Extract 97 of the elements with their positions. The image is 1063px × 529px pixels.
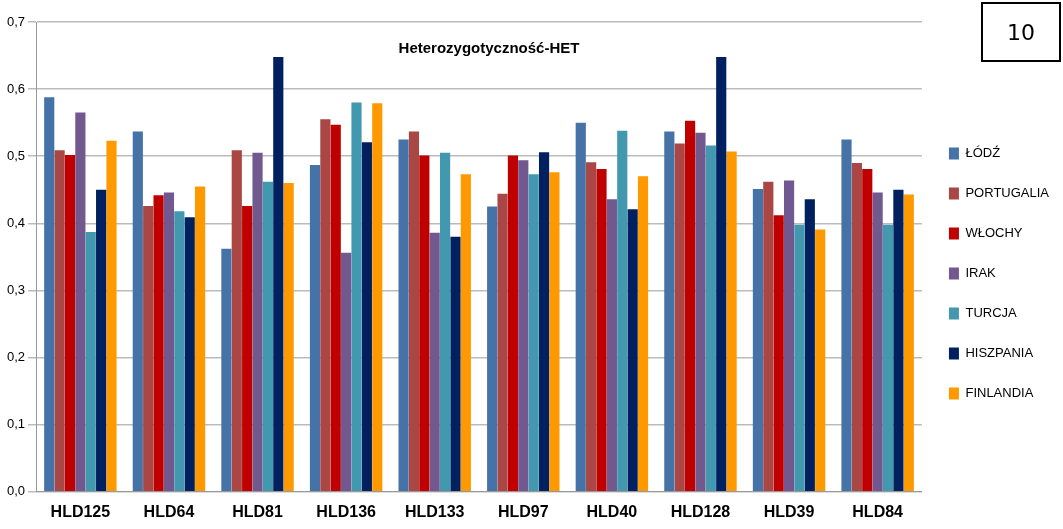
x-tick-label: HLD64 — [143, 502, 195, 520]
x-tick-label: HLD81 — [232, 502, 283, 520]
bar — [487, 206, 498, 492]
legend-label: FINLANDIA — [965, 385, 1034, 401]
bar — [903, 194, 914, 492]
bar — [716, 56, 727, 492]
y-tick-label: 0,0 — [6, 483, 26, 499]
legend-label: WŁOCHY — [965, 225, 1023, 241]
bar — [341, 252, 352, 492]
bar — [372, 103, 383, 492]
bar — [882, 224, 894, 492]
bar — [773, 215, 784, 492]
y-tick-label: 0,2 — [6, 349, 26, 365]
x-tick-label: HLD128 — [670, 502, 731, 520]
bar — [351, 102, 362, 492]
bar — [794, 224, 805, 492]
x-tick-label: HLD133 — [404, 502, 465, 520]
y-tick-label: 0,1 — [6, 416, 26, 432]
legend-label: ŁÓDŹ — [965, 145, 1001, 161]
y-tick-label: 0,5 — [6, 147, 26, 163]
bar — [408, 131, 420, 492]
bar — [320, 119, 331, 492]
bar — [75, 112, 86, 492]
bar — [518, 160, 529, 492]
bar — [815, 229, 826, 492]
text: 10 — [981, 2, 1061, 62]
y-tick-label: 0,3 — [6, 282, 26, 298]
bar — [528, 174, 539, 492]
bar — [664, 131, 675, 492]
x-tick-label: HLD39 — [763, 502, 815, 520]
bar — [841, 139, 852, 492]
bar — [242, 205, 253, 492]
bar — [398, 139, 409, 492]
bar — [283, 183, 294, 492]
x-tick-label: HLD125 — [50, 502, 111, 520]
legend-label: HISZPANIA — [965, 345, 1034, 361]
bar — [231, 150, 242, 492]
bar — [575, 122, 586, 492]
bar — [195, 186, 206, 492]
bar — [330, 124, 341, 492]
bar — [252, 152, 263, 492]
y-tick-label: 0,7 — [6, 13, 26, 29]
bar — [804, 199, 815, 492]
bar — [783, 180, 795, 492]
legend-label: TURCJA — [965, 305, 1018, 321]
bar — [174, 211, 185, 492]
x-tick-label: HLD136 — [316, 502, 377, 520]
x-tick-label: HLD97 — [497, 502, 549, 520]
bar — [695, 132, 706, 492]
bar — [617, 130, 628, 492]
bar — [538, 152, 550, 492]
bar — [872, 192, 883, 492]
bar — [106, 140, 117, 492]
bar — [54, 150, 65, 492]
bar — [143, 205, 154, 492]
bar — [419, 155, 430, 492]
bar — [763, 181, 774, 492]
bar — [549, 172, 560, 492]
bar — [132, 131, 143, 492]
bar — [44, 97, 55, 492]
bar — [627, 209, 638, 492]
bar — [153, 195, 164, 492]
bar — [507, 155, 519, 492]
bar — [460, 174, 471, 492]
bar — [893, 189, 904, 492]
y-tick-label: 0,6 — [6, 80, 26, 96]
bar — [862, 168, 873, 492]
bar — [273, 56, 284, 492]
bar — [674, 143, 685, 492]
x-tick-label: HLD40 — [586, 502, 638, 520]
bar — [184, 217, 195, 492]
bar — [705, 145, 716, 492]
bar — [221, 248, 232, 492]
bar — [586, 162, 597, 492]
bar — [752, 189, 764, 492]
bar — [606, 199, 617, 492]
bar — [361, 142, 372, 492]
bar — [96, 189, 107, 492]
bar — [726, 151, 737, 492]
bar — [685, 120, 696, 492]
bar — [596, 168, 607, 492]
bar — [64, 154, 76, 492]
bar — [450, 236, 461, 492]
bar — [429, 232, 440, 492]
text: Heterozygotyczność-HET — [398, 39, 580, 57]
bar — [163, 192, 175, 492]
bar — [637, 176, 649, 492]
x-tick-label: HLD84 — [852, 502, 904, 520]
legend-label: PORTUGALIA — [965, 185, 1050, 201]
legend-label: IRAK — [965, 265, 997, 281]
bar — [851, 162, 862, 492]
y-tick-label: 0,4 — [6, 214, 26, 230]
bar — [497, 193, 508, 492]
bar — [440, 152, 451, 492]
bar — [309, 164, 321, 492]
bar — [85, 232, 96, 492]
bar — [262, 181, 273, 492]
